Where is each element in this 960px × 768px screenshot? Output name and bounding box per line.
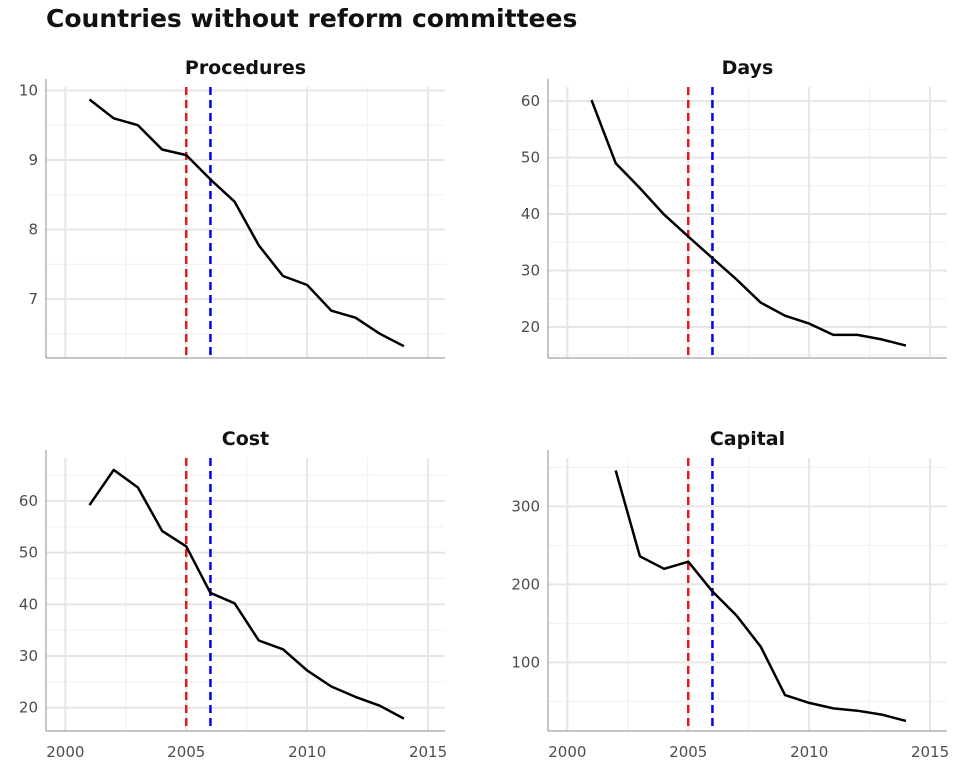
panel-3-x-tick-label: 2010: [288, 743, 326, 761]
panel-1-y-tick-label: 8: [28, 220, 38, 238]
panel-3-y-tick-label: 60: [19, 492, 38, 510]
panel-3-x-tick-label: 2000: [46, 743, 84, 761]
panel-3-title: Cost: [222, 428, 269, 450]
panel-4-title: Capital: [710, 428, 785, 450]
panel-4-x-tick-label: 2005: [669, 743, 707, 761]
panel-2-y-tick-label: 50: [521, 149, 540, 167]
panel-2-y-tick-label: 20: [521, 318, 540, 336]
panel-3-y-tick-label: 50: [19, 544, 38, 562]
panel-1-title: Procedures: [185, 57, 306, 79]
panel-2-series-line: [590, 99, 907, 347]
panel-3-y-tick-label: 40: [19, 595, 38, 613]
panel-4-x-tick-label: 2000: [548, 743, 586, 761]
panel-3-series-line: [88, 468, 405, 720]
panel-1-y-tick-label: 7: [28, 290, 38, 308]
panel-4-y-tick-label: 100: [511, 653, 540, 671]
panel-4-x-tick-label: 2010: [790, 743, 828, 761]
panel-1-y-tick-label: 10: [19, 81, 38, 99]
panel-4-series-line: [614, 470, 907, 723]
chart-title: Countries without reform committees: [46, 4, 578, 33]
panel-2-title: Days: [722, 57, 774, 79]
panel-4-y-tick-label: 200: [511, 575, 540, 593]
panel-2-y-tick-label: 30: [521, 261, 540, 279]
panel-2-y-tick-label: 40: [521, 205, 540, 223]
panel-4-x-tick-label: 2015: [911, 743, 949, 761]
panel-1-series-line: [88, 98, 405, 348]
panel-3-x-tick-label: 2015: [409, 743, 447, 761]
panel-3-y-tick-label: 30: [19, 647, 38, 665]
panel-3-x-tick-label: 2005: [167, 743, 205, 761]
panel-2-y-tick-label: 60: [521, 92, 540, 110]
panel-4-y-tick-label: 300: [511, 497, 540, 515]
panel-3-y-tick-label: 20: [19, 699, 38, 717]
panel-1-y-tick-label: 9: [28, 151, 38, 169]
